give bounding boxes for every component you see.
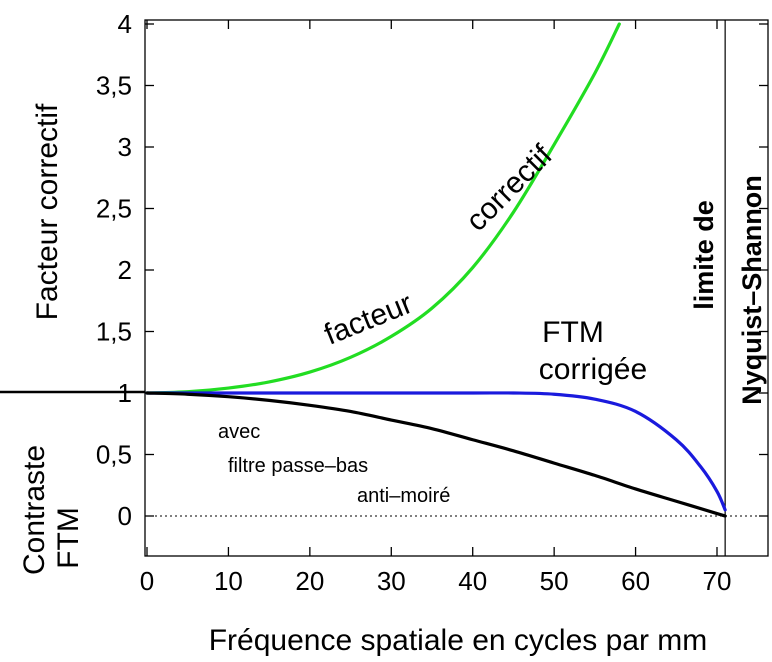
- y-tick-label: 3: [118, 132, 132, 162]
- y-tick-label: 1,5: [96, 317, 132, 347]
- y-tick-label: 4: [118, 9, 132, 39]
- annotation-corrigee: corrigée: [539, 353, 647, 386]
- y-tick-label: 0: [118, 501, 132, 531]
- x-tick-label: 40: [458, 566, 487, 596]
- series-line-avec_filtre: [145, 391, 727, 518]
- y-axis-label-lower-contraste: Contraste: [18, 445, 51, 575]
- y-axis-label-lower-ftm: FTM: [52, 507, 85, 569]
- nyquist-label-line1: limite de: [689, 200, 719, 310]
- x-axis-label: Fréquence spatiale en cycles par mm: [209, 624, 708, 657]
- y-axis-label-upper: Facteur correctif: [31, 103, 64, 320]
- annotation-ftm: FTM: [542, 316, 604, 349]
- y-tick-label: 2: [118, 255, 132, 285]
- annotation-filtre: filtre passe–bas: [228, 455, 368, 477]
- x-tick-label: 30: [377, 566, 406, 596]
- series-group: [145, 22, 727, 518]
- annotation-anti-moire: anti–moiré: [357, 485, 450, 507]
- x-tick-label: 10: [214, 566, 243, 596]
- x-tick-label: 50: [540, 566, 569, 596]
- x-tick-label: 20: [295, 566, 324, 596]
- y-tick-label: 0,5: [96, 440, 132, 470]
- series-line-facteur: [145, 22, 621, 395]
- nyquist-label-line2: Nyquist–Shannon: [737, 175, 767, 405]
- x-tick-label: 70: [703, 566, 732, 596]
- x-tick-label: 0: [140, 566, 154, 596]
- x-tick-label: 60: [621, 566, 650, 596]
- annotation-correctif: correctif: [460, 138, 559, 237]
- y-tick-label: 3,5: [96, 71, 132, 101]
- series-line-ftm_corrigee: [145, 391, 727, 512]
- y-tick-label: 1: [118, 378, 132, 408]
- y-tick-label: 2,5: [96, 194, 132, 224]
- plot-frame: [144, 19, 769, 557]
- annotation-avec: avec: [218, 421, 260, 443]
- annotation-facteur: facteur: [320, 287, 417, 352]
- y-axis-ticks: 0 0,5 1 1,5 2 2,5 3 3,5 4: [96, 9, 768, 531]
- x-axis-ticks: 0 10 20 30 40 50 60 70: [140, 20, 732, 596]
